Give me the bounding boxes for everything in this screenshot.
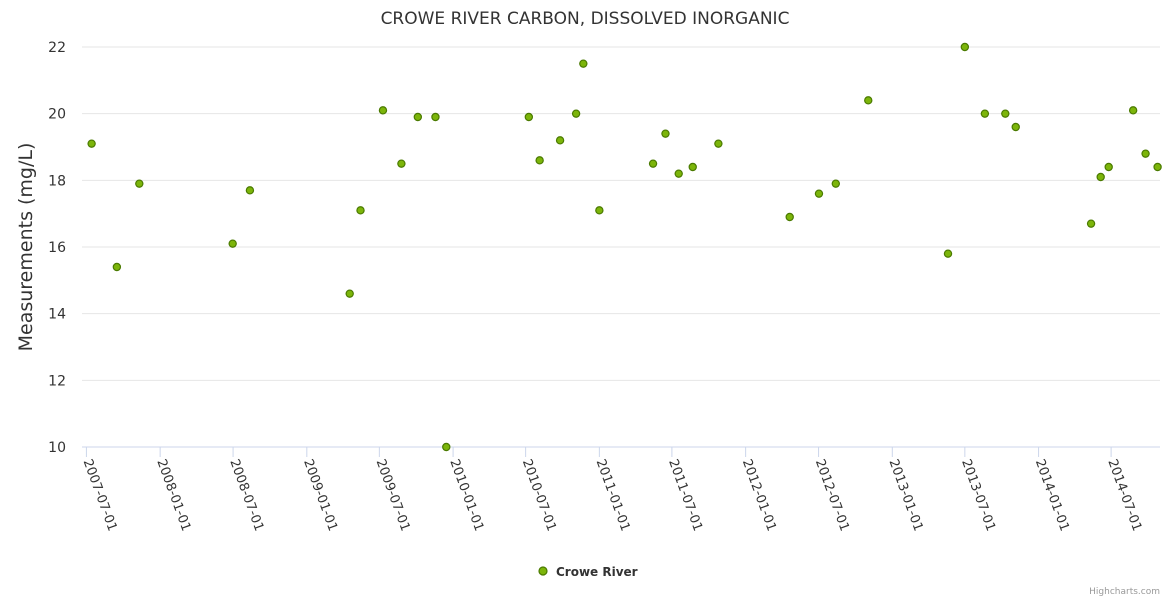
y-tick-label: 18 <box>48 173 66 189</box>
y-tick-label: 16 <box>48 240 66 256</box>
data-point[interactable] <box>1141 149 1150 158</box>
x-tick-label: 2009-01-01 <box>300 457 340 533</box>
data-point[interactable] <box>228 239 237 248</box>
data-point[interactable] <box>960 42 970 52</box>
data-point[interactable] <box>661 129 670 138</box>
data-point[interactable] <box>980 109 990 118</box>
data-point[interactable] <box>87 139 96 148</box>
x-tick-label: 2007-07-01 <box>80 457 120 533</box>
data-point[interactable] <box>442 442 451 452</box>
x-tick-label: 2008-07-01 <box>226 457 266 533</box>
x-axis-ticks: 2007-07-01 2008-01-01 2008-07-01 2009-01-01… <box>80 447 1144 533</box>
x-tick-label: 2014-01-01 <box>1032 457 1072 533</box>
data-point[interactable] <box>535 156 544 165</box>
data-point[interactable] <box>1011 122 1020 132</box>
data-point[interactable] <box>356 206 365 215</box>
data-point[interactable] <box>595 206 604 215</box>
x-tick-label: 2013-01-01 <box>886 457 926 533</box>
data-point[interactable] <box>555 136 565 145</box>
x-tick-label: 2010-01-01 <box>446 457 486 533</box>
data-point[interactable] <box>345 289 354 298</box>
x-tick-label: 2010-07-01 <box>519 457 559 533</box>
data-point[interactable] <box>378 106 388 115</box>
data-point[interactable] <box>1001 109 1010 118</box>
data-point[interactable] <box>1086 219 1096 228</box>
y-axis-ticks: 10 12 14 16 18 20 22 <box>48 40 66 456</box>
data-point[interactable] <box>524 112 534 122</box>
legend-item-crowe-river[interactable]: Crowe River <box>556 565 638 579</box>
data-point[interactable] <box>814 189 824 198</box>
y-tick-label: 22 <box>48 40 66 56</box>
legend-marker[interactable] <box>538 566 548 576</box>
x-tick-label: 2011-07-01 <box>665 457 705 533</box>
credits-link[interactable]: Highcharts.com <box>1089 587 1160 597</box>
x-tick-label: 2014-07-01 <box>1104 457 1144 533</box>
data-point[interactable] <box>785 212 794 222</box>
x-tick-label: 2008-01-01 <box>153 457 193 533</box>
legend[interactable]: Crowe River <box>538 565 638 579</box>
data-point[interactable] <box>245 186 255 195</box>
data-point[interactable] <box>413 112 423 122</box>
series-crowe-river <box>87 42 1162 452</box>
data-point[interactable] <box>1128 106 1138 115</box>
data-point[interactable] <box>135 179 144 188</box>
data-point[interactable] <box>864 96 873 105</box>
y-tick-label: 20 <box>48 107 66 123</box>
x-tick-label: 2012-07-01 <box>812 457 852 533</box>
data-point[interactable] <box>1096 172 1105 182</box>
data-point[interactable] <box>674 169 683 178</box>
data-point[interactable] <box>714 139 723 148</box>
data-point[interactable] <box>571 109 581 118</box>
y-tick-label: 12 <box>48 373 66 389</box>
chart-title: CROWE RIVER CARBON, DISSOLVED INORGANIC <box>381 9 790 29</box>
data-point[interactable] <box>1153 162 1162 172</box>
data-point[interactable] <box>397 159 406 168</box>
y-tick-label: 10 <box>48 440 66 456</box>
data-point[interactable] <box>831 179 840 188</box>
x-tick-label: 2011-01-01 <box>593 457 633 533</box>
data-point[interactable] <box>431 112 440 122</box>
x-tick-label: 2012-01-01 <box>739 457 779 533</box>
y-axis-label: Measurements (mg/L) <box>15 143 37 352</box>
y-gridlines <box>82 46 1160 381</box>
x-tick-label: 2009-07-01 <box>373 457 413 533</box>
data-point[interactable] <box>112 262 122 272</box>
data-point[interactable] <box>688 162 697 172</box>
x-tick-label: 2013-07-01 <box>958 457 998 533</box>
data-point[interactable] <box>579 59 588 68</box>
data-point[interactable] <box>943 249 953 258</box>
data-point[interactable] <box>1104 162 1113 172</box>
y-tick-label: 14 <box>48 307 66 323</box>
data-point[interactable] <box>648 159 658 168</box>
